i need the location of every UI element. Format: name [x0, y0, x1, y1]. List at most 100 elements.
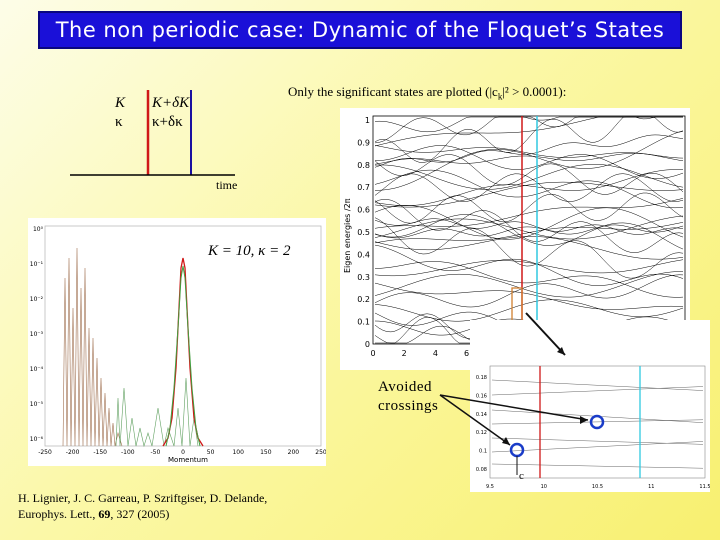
kick1-kappa: κ	[115, 114, 123, 130]
floquet-x-tick: 0	[370, 349, 375, 358]
floquet-y-tick: 1	[365, 116, 370, 125]
floquet-energy-line	[374, 299, 684, 322]
floquet-energy-line	[374, 259, 684, 277]
zoom-energy-line	[491, 419, 704, 425]
momentum-x-tick: 100	[232, 449, 244, 456]
floquet-energy-line	[375, 145, 684, 179]
reference-authors: H. Lignier, J. C. Garreau, P. Szriftgise…	[18, 491, 268, 505]
zoom-x-ticks: 9.5 10 10.5 11 11.5	[486, 484, 711, 490]
momentum-x-tick: 0	[181, 449, 185, 456]
floquet-energy-line	[374, 199, 684, 253]
journal-name: Europhys. Lett.,	[18, 507, 99, 521]
zoom-y-tick: 0.18	[476, 375, 487, 381]
floquet-y-tick: 0.2	[357, 295, 370, 304]
zoom-y-tick: 0.1	[479, 449, 487, 455]
kick2-kappa: κ+δκ	[152, 114, 183, 130]
floquet-energy-line	[374, 173, 684, 202]
zoom-x-tick: 11	[648, 484, 654, 490]
zoom-x-tick: 11.5	[699, 484, 710, 490]
note-sub: k	[497, 91, 503, 102]
momentum-x-tick: 200	[288, 449, 300, 456]
slide-title: The non periodic case: Dynamic of the Fl…	[38, 11, 682, 49]
zoom-energy-line	[491, 409, 704, 423]
floquet-ylabel: Eigen energies /2π	[343, 198, 352, 273]
floquet-energy-line	[374, 169, 684, 206]
momentum-x-tick: -250	[38, 449, 52, 456]
momentum-x-tick: -200	[66, 449, 80, 456]
zoom-y-tick: 0.12	[476, 430, 487, 436]
kick2-K: K+δK	[152, 95, 190, 111]
floquet-energy-line	[374, 261, 684, 298]
floquet-energy-line	[374, 244, 684, 286]
zoom-plot: 0.18 0.16 0.14 0.12 0.1 0.08 9.5 10 10.5 11 11.5	[470, 320, 711, 492]
momentum-xlabel: Momentum	[168, 456, 208, 464]
floquet-energy-line	[374, 116, 683, 147]
floquet-energy-line	[374, 153, 684, 165]
floquet-energy-line	[374, 205, 684, 240]
floquet-energy-line	[374, 218, 684, 235]
avoided-line1: Avoided	[378, 379, 433, 395]
floquet-energy-line	[374, 134, 684, 168]
floquet-y-tick: 0.3	[357, 273, 370, 282]
momentum-x-tick: 50	[207, 449, 215, 456]
floquet-energy-line	[374, 222, 684, 244]
momentum-x-tick: -50	[150, 449, 160, 456]
floquet-energy-line	[374, 181, 684, 208]
zoom-x-tick: 10	[541, 484, 547, 490]
momentum-green-trace	[115, 377, 199, 448]
zoom-energy-line	[491, 379, 704, 391]
floquet-energy-line	[374, 169, 684, 209]
floquet-energy-lines	[374, 116, 684, 344]
journal-pages: , 327 (2005)	[110, 507, 170, 521]
zoom-y-tick: 0.08	[476, 467, 487, 473]
momentum-x-tick: 150	[260, 449, 272, 456]
momentum-y-tick: 10⁻⁵	[30, 401, 44, 408]
floquet-energy-line	[374, 198, 684, 229]
journal-volume: 69	[98, 507, 111, 521]
reference-journal: Europhys. Lett., 69, 327 (2005)	[18, 506, 267, 522]
reference: H. Lignier, J. C. Garreau, P. Szriftgise…	[18, 490, 267, 522]
zoom-energy-line	[491, 437, 704, 445]
momentum-green-peak	[165, 265, 201, 447]
time-label: time	[216, 178, 238, 192]
floquet-y-tick: 0.9	[357, 138, 370, 147]
floquet-y-tick: 0.6	[357, 206, 370, 215]
zoom-y-tick: 0.14	[476, 412, 487, 418]
floquet-y-tick: 0.5	[357, 228, 370, 237]
zoom-plot-svg: 0.18 0.16 0.14 0.12 0.1 0.08 9.5 10 10.5 11 11.5	[476, 365, 711, 490]
floquet-y-tick: 0.8	[357, 161, 370, 170]
momentum-plot-svg: 10⁰ 10⁻¹ 10⁻² 10⁻³ 10⁻⁴ 10⁻⁵ 10⁻⁶ -250 -200 -150…	[30, 225, 327, 456]
avoided-line2: crossings	[378, 398, 439, 414]
floquet-y-ticks: 1 0.9 0.8 0.7 0.6 0.5 0.4 0.3 0.2 0.1 0	[357, 116, 370, 349]
floquet-y-tick: 0.1	[357, 318, 370, 327]
momentum-y-tick: 10⁻⁴	[30, 366, 44, 373]
zoom-c-label: c	[519, 470, 524, 482]
momentum-y-tick: 10⁻¹	[30, 261, 44, 268]
kick-lines	[70, 90, 235, 176]
zoom-energy-line	[491, 463, 704, 469]
floquet-energy-line	[374, 217, 684, 279]
momentum-brown-trace	[62, 247, 123, 447]
momentum-y-tick: 10⁻⁶	[30, 436, 44, 443]
zoom-y-tick: 0.16	[476, 393, 487, 399]
floquet-x-tick: 4	[433, 349, 438, 358]
floquet-energy-line	[374, 236, 684, 260]
zoom-energy-line	[491, 441, 704, 453]
floquet-energy-line	[374, 192, 684, 224]
momentum-x-tick: -100	[121, 449, 135, 456]
momentum-plot: 10⁰ 10⁻¹ 10⁻² 10⁻³ 10⁻⁴ 10⁻⁵ 10⁻⁶ -250 -200 -150…	[28, 218, 327, 466]
floquet-x-tick: 6	[464, 349, 469, 358]
floquet-y-tick: 0	[365, 340, 370, 349]
zoom-energy-lines	[491, 379, 704, 469]
floquet-energy-line	[374, 145, 684, 162]
momentum-x-tick: 250	[315, 449, 326, 456]
zoom-x-tick: 10.5	[592, 484, 603, 490]
floquet-y-tick: 0.4	[357, 250, 370, 259]
momentum-y-tick: 10⁻²	[30, 296, 44, 303]
floquet-energy-line	[374, 116, 683, 144]
floquet-x-tick: 2	[402, 349, 407, 358]
zoom-x-tick: 9.5	[486, 484, 494, 490]
momentum-x-ticks: -250 -200 -150 -100 -50 0 50 100 150 200 250	[38, 449, 327, 456]
floquet-energy-line	[375, 130, 684, 191]
floquet-energy-line	[374, 282, 684, 310]
